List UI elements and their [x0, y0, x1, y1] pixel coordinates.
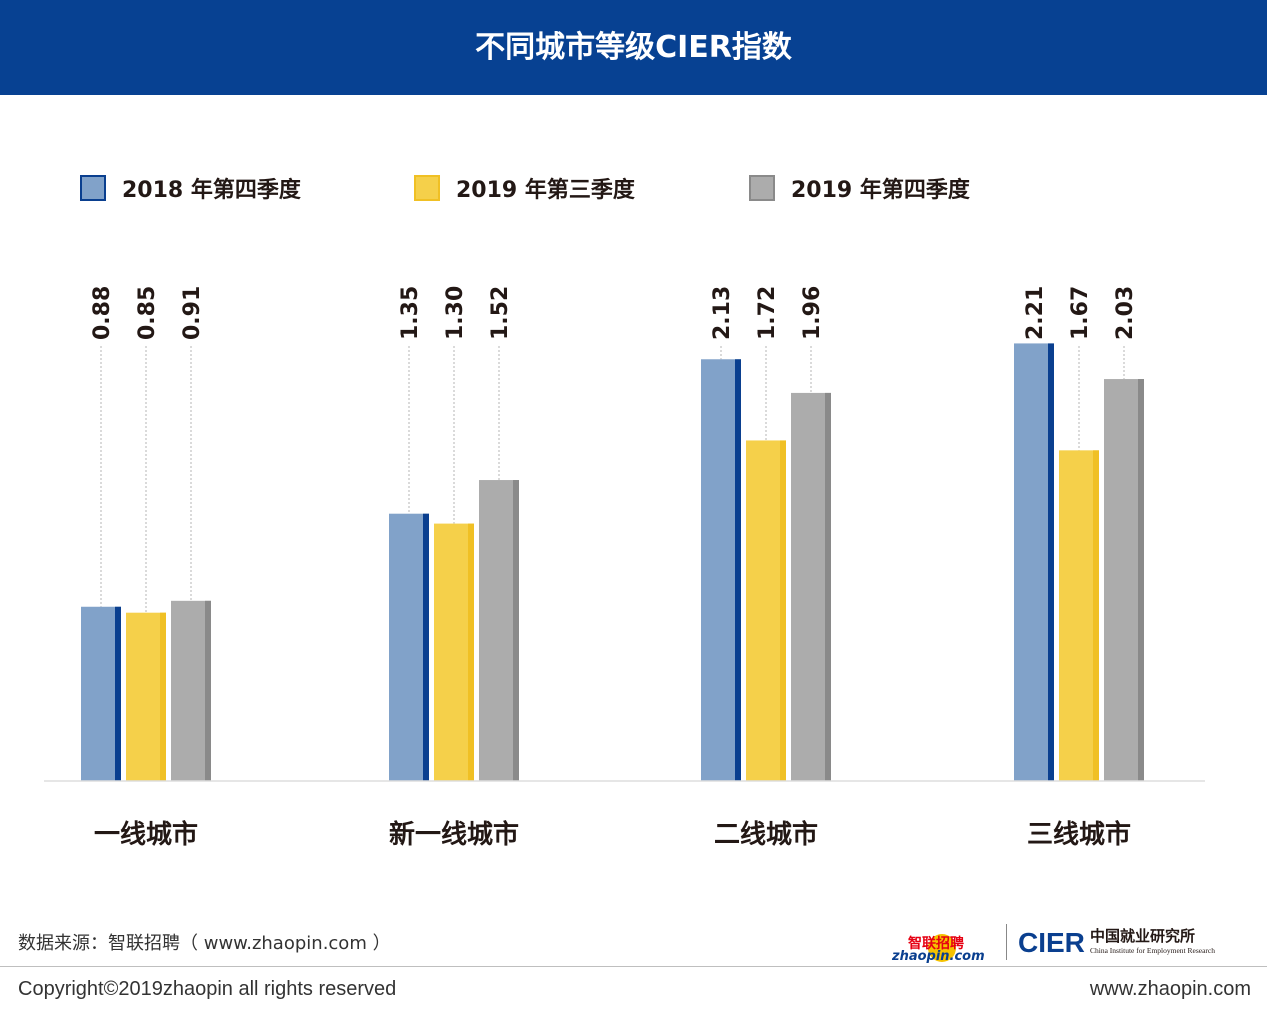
value-label-1-1: 1.30	[443, 286, 468, 340]
legend-swatch-2	[749, 175, 775, 201]
bar-edge-0-0	[115, 606, 121, 781]
value-labels: 0.88 0.85 0.91 1.35 1.30 1.52 2.13 1.72 1.96 2.21…	[90, 286, 1138, 340]
leader-lines	[100, 343, 1125, 613]
bar-2-0	[701, 359, 741, 781]
legend-swatch-1	[414, 175, 440, 201]
value-label-3-0: 2.21	[1023, 286, 1048, 340]
value-label-1-2: 1.52	[488, 286, 513, 340]
value-label-2-0: 2.13	[710, 286, 735, 340]
bar-2-2	[791, 392, 831, 781]
header-bar	[0, 0, 1267, 95]
zhaopin-logo: 智联招聘 zhaopin.com	[891, 934, 985, 964]
cier-logo: CIER 中国就业研究所 China Institute for Employm…	[1018, 927, 1215, 958]
bar-chart: 2018 年第四季度 2019 年第三季度 2019 年第四季度 0.88 0.85 0…	[44, 175, 1205, 850]
bar-edge-2-2	[825, 392, 831, 781]
bar-edge-0-1	[160, 612, 166, 781]
cier-logo-mark: CIER	[1018, 927, 1085, 958]
category-label-3: 三线城市	[1027, 819, 1131, 850]
bar-edge-3-2	[1138, 379, 1144, 781]
bar-0-0	[81, 606, 121, 781]
value-label-0-0: 0.88	[90, 286, 115, 340]
bar-edge-0-2	[205, 600, 211, 781]
value-label-1-0: 1.35	[398, 286, 423, 340]
category-label-0: 一线城市	[94, 819, 198, 850]
zhaopin-logo-en: zhaopin.com	[891, 949, 985, 964]
copyright: Copyright©2019zhaopin all rights reserve…	[18, 978, 397, 1000]
cier-logo-cn: 中国就业研究所	[1090, 927, 1195, 945]
bar-0-1	[126, 612, 166, 781]
bar-edge-1-0	[423, 513, 429, 781]
legend-swatch-0	[80, 175, 106, 201]
bar-1-2	[479, 480, 519, 781]
value-label-3-2: 2.03	[1113, 286, 1138, 340]
legend-label-1: 2019 年第三季度	[456, 177, 636, 203]
footer-divider	[0, 966, 1267, 967]
value-label-0-1: 0.85	[135, 286, 160, 340]
bar-1-1	[434, 523, 474, 781]
bar-0-2	[171, 600, 211, 781]
chart-title: 不同城市等级CIER指数	[475, 30, 792, 65]
legend-label-2: 2019 年第四季度	[791, 177, 971, 203]
data-source: 数据来源：智联招聘（ www.zhaopin.com ）	[18, 933, 391, 954]
bar-3-2	[1104, 379, 1144, 781]
zhaopin-logo-cn: 智联招聘	[907, 935, 964, 952]
legend: 2018 年第四季度 2019 年第三季度 2019 年第四季度	[80, 175, 971, 203]
cier-logo-en: China Institute for Employment Research	[1090, 946, 1215, 955]
value-label-2-1: 1.72	[755, 286, 780, 340]
bars	[81, 343, 1144, 781]
bar-edge-3-1	[1093, 450, 1099, 781]
value-label-3-1: 1.67	[1068, 286, 1093, 340]
bar-edge-3-0	[1048, 343, 1054, 781]
bar-2-1	[746, 440, 786, 781]
bar-1-0	[389, 513, 429, 781]
bar-edge-1-2	[513, 480, 519, 781]
bar-3-1	[1059, 450, 1099, 781]
logo-divider	[1006, 924, 1007, 960]
legend-label-0: 2018 年第四季度	[122, 177, 302, 203]
bar-3-0	[1014, 343, 1054, 781]
category-labels: 一线城市 新一线城市 二线城市 三线城市	[94, 819, 1131, 850]
value-label-2-2: 1.96	[800, 286, 825, 340]
category-label-1: 新一线城市	[389, 819, 519, 850]
bar-edge-1-1	[468, 523, 474, 781]
category-label-2: 二线城市	[714, 819, 818, 850]
bar-edge-2-1	[780, 440, 786, 781]
value-label-0-2: 0.91	[180, 286, 205, 340]
website-link: www.zhaopin.com	[1089, 978, 1251, 1000]
bar-edge-2-0	[735, 359, 741, 781]
